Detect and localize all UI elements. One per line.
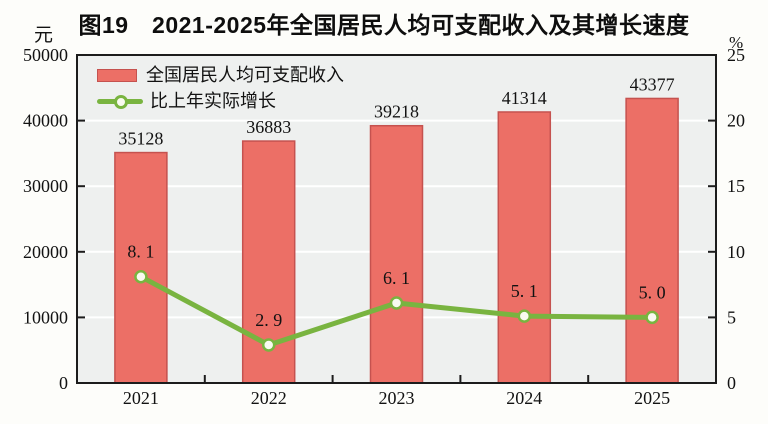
bar-value-label: 35128 (118, 129, 163, 149)
legend-line-swatch (97, 94, 143, 109)
income-bar-2024 (497, 111, 552, 384)
growth-marker-2021 (134, 269, 148, 284)
growth-value-label: 6. 1 (383, 268, 410, 288)
income-bar-2025 (625, 97, 679, 384)
legend: 全国居民人均可支配收入 比上年实际增长 (97, 62, 344, 114)
right-axis-tick-label: 25 (727, 45, 745, 65)
left-axis-tick-label: 40000 (23, 111, 68, 131)
left-axis-tick-label: 30000 (23, 176, 68, 196)
bar-value-label: 41314 (502, 88, 547, 108)
x-axis-year-label: 2021 (123, 388, 159, 408)
legend-bar-label: 全国居民人均可支配收入 (146, 65, 344, 85)
growth-value-label: 8. 1 (127, 242, 154, 262)
right-axis-tick-label: 5 (727, 307, 736, 327)
x-axis-year-label: 2024 (506, 388, 542, 408)
x-axis-year-label: 2022 (251, 388, 287, 408)
right-axis-tick-label: 0 (727, 373, 736, 393)
left-axis-tick-label: 50000 (23, 45, 68, 65)
income-bar-2023 (369, 124, 424, 384)
income-bar-2021 (114, 151, 168, 384)
x-axis-year-label: 2025 (634, 388, 670, 408)
legend-bar-swatch (97, 68, 137, 82)
legend-line-marker-dot (114, 94, 128, 109)
growth-value-label: 5. 1 (511, 281, 538, 301)
legend-line-label: 比上年实际增长 (150, 91, 276, 111)
right-axis-tick-label: 10 (727, 242, 745, 262)
bar-value-label: 36883 (246, 117, 291, 137)
x-axis-year-label: 2023 (379, 388, 415, 408)
chart-title: 图19 2021-2025年全国居民人均可支配收入及其增长速度 (78, 12, 690, 38)
growth-marker-2025 (645, 310, 659, 325)
growth-marker-2023 (389, 296, 404, 310)
growth-value-label: 5. 0 (639, 282, 666, 302)
plot-border (76, 54, 717, 384)
right-axis-unit-label: % (729, 33, 744, 52)
growth-value-label: 2. 9 (255, 310, 282, 330)
legend-item-growth: 比上年实际增长 (97, 88, 344, 114)
left-axis-tick-label: 0 (59, 373, 68, 393)
legend-item-income: 全国居民人均可支配收入 (97, 62, 344, 88)
left-axis-tick-label: 20000 (23, 242, 68, 262)
bar-value-label: 43377 (630, 74, 675, 94)
right-axis-tick-label: 15 (727, 176, 745, 196)
left-axis-tick-label: 10000 (23, 307, 68, 327)
growth-marker-2022 (261, 338, 276, 352)
left-axis-unit-label: 元 (34, 25, 54, 46)
bar-value-label: 39218 (374, 102, 419, 122)
growth-marker-2024 (517, 309, 532, 323)
right-axis-tick-label: 20 (727, 111, 745, 131)
